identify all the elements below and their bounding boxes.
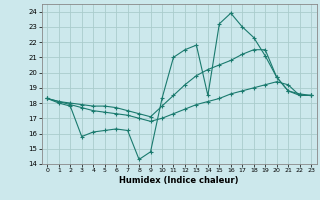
X-axis label: Humidex (Indice chaleur): Humidex (Indice chaleur) bbox=[119, 176, 239, 185]
